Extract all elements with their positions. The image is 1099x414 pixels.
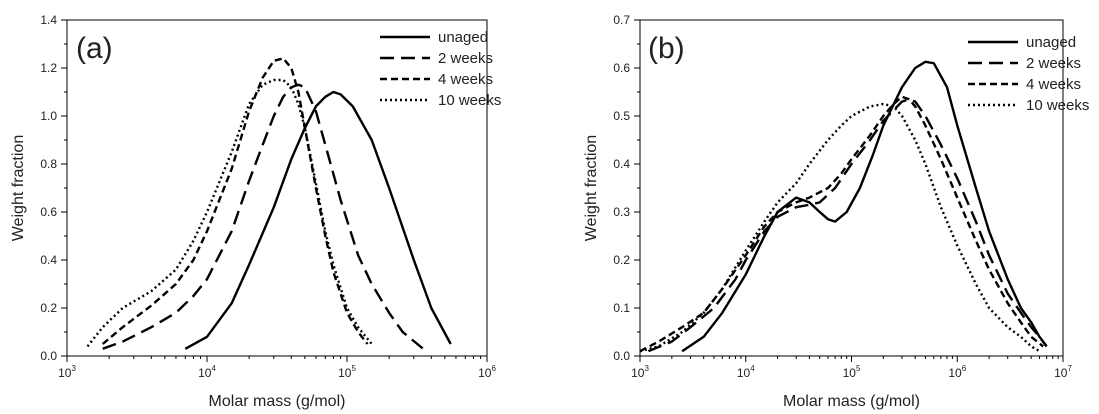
x-tick-base: 10 — [198, 366, 212, 380]
y-tick-label: 0.6 — [613, 61, 630, 75]
series-line-2-weeks — [647, 97, 1048, 353]
y-tick-label: 1.2 — [40, 61, 57, 75]
series-line-2-weeks — [102, 83, 424, 350]
y-tick-label: 0.0 — [40, 349, 57, 363]
y-tick-label: 1.0 — [40, 109, 57, 123]
plot-frame — [639, 19, 1064, 357]
y-tick-label: 0.7 — [613, 13, 630, 27]
x-tick-label: 104 — [198, 364, 216, 380]
x-tick-base: 10 — [737, 366, 751, 380]
panel-label: (b) — [648, 32, 685, 65]
y-tick-label: 0.2 — [40, 301, 57, 315]
y-tick-label: 0.0 — [613, 349, 630, 363]
x-tick-label: 107 — [1054, 364, 1072, 380]
legend-label: 4 weeks — [1026, 76, 1081, 93]
legend-label: unaged — [1026, 34, 1076, 51]
legend-label: 2 weeks — [1026, 55, 1081, 72]
x-tick-exponent: 4 — [211, 364, 216, 373]
legend-label: 10 weeks — [438, 92, 501, 109]
series-line-unaged — [184, 90, 452, 350]
y-axis-title: Weight fraction — [10, 135, 27, 241]
plot-frame — [66, 19, 488, 357]
x-tick-exponent: 3 — [644, 364, 649, 373]
x-tick-exponent: 5 — [351, 364, 356, 373]
x-tick-exponent: 5 — [856, 364, 861, 373]
series-line-10-weeks — [86, 78, 373, 348]
y-tick-label: 0.6 — [40, 205, 57, 219]
x-tick-base: 10 — [631, 366, 645, 380]
chart-panel-b: 103 104 105 106 1070.00.10.20.30.40.50.60.7M… — [583, 13, 1089, 410]
y-tick-label: 0.5 — [613, 109, 630, 123]
x-tick-exponent: 6 — [491, 364, 496, 373]
series-line-10-weeks — [639, 102, 1041, 353]
y-tick-label: 0.2 — [613, 253, 630, 267]
series-line-unaged — [681, 60, 1048, 353]
y-tick-label: 0.4 — [40, 253, 57, 267]
x-tick-label: 103 — [58, 364, 76, 380]
x-tick-exponent: 6 — [962, 364, 967, 373]
x-tick-base: 10 — [1054, 366, 1068, 380]
legend: unaged 2 weeks 4 weeks 10 weeks — [968, 34, 1089, 114]
x-tick-label: 106 — [948, 364, 966, 380]
x-tick-exponent: 3 — [71, 364, 76, 373]
series-line-4-weeks — [639, 95, 1044, 353]
x-tick-base: 10 — [478, 366, 492, 380]
x-tick-base: 10 — [338, 366, 352, 380]
x-tick-exponent: 4 — [750, 364, 755, 373]
x-tick-exponent: 7 — [1067, 364, 1072, 373]
x-tick-base: 10 — [843, 366, 857, 380]
y-tick-label: 0.8 — [40, 157, 57, 171]
legend-label: unaged — [438, 29, 488, 46]
x-tick-label: 105 — [338, 364, 356, 380]
y-tick-label: 0.4 — [613, 157, 630, 171]
legend-label: 2 weeks — [438, 50, 493, 67]
x-tick-label: 106 — [478, 364, 496, 380]
x-tick-base: 10 — [948, 366, 962, 380]
x-tick-label: 105 — [843, 364, 861, 380]
chart-panel-a: 103 104 105 1060.00.20.40.60.81.01.21.4Mola… — [10, 13, 501, 410]
x-axis-title: Molar mass (g/mol) — [783, 393, 920, 410]
y-tick-label: 0.1 — [613, 301, 630, 315]
y-axis-title: Weight fraction — [583, 135, 600, 241]
legend: unaged 2 weeks 4 weeks 10 weeks — [380, 29, 501, 109]
x-axis-title: Molar mass (g/mol) — [209, 393, 346, 410]
x-tick-label: 103 — [631, 364, 649, 380]
series-line-4-weeks — [101, 57, 369, 345]
x-tick-base: 10 — [58, 366, 72, 380]
panel-label: (a) — [76, 32, 113, 65]
y-tick-label: 0.3 — [613, 205, 630, 219]
legend-label: 10 weeks — [1026, 97, 1089, 114]
legend-label: 4 weeks — [438, 71, 493, 88]
x-tick-label: 104 — [737, 364, 755, 380]
y-tick-label: 1.4 — [40, 13, 57, 27]
